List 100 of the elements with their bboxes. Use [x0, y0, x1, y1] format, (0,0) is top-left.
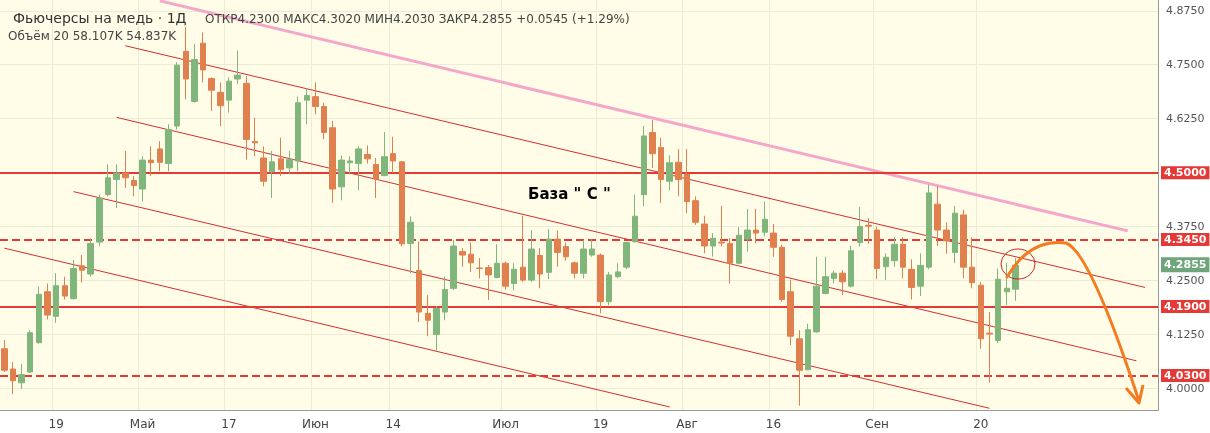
candlestick — [952, 205, 958, 264]
candlestick — [684, 148, 690, 214]
candlestick — [839, 269, 846, 296]
candlestick — [122, 150, 129, 189]
candlestick — [79, 254, 85, 284]
candlestick — [96, 194, 103, 247]
candlestick — [753, 208, 759, 244]
candlestick — [666, 154, 673, 191]
x-tick-label: 19 — [48, 417, 64, 431]
candlestick — [416, 241, 422, 323]
candlestick — [813, 256, 820, 334]
candlestick — [433, 305, 440, 351]
candlestick — [865, 217, 872, 245]
candlestick — [494, 243, 500, 279]
y-tick-label: 4.8750 — [1166, 4, 1205, 18]
candlestick — [710, 232, 716, 258]
candlestick — [468, 242, 474, 273]
candlestick — [338, 154, 345, 201]
candlestick — [62, 276, 68, 301]
candlestick — [736, 226, 742, 265]
candlestick — [321, 102, 327, 140]
candlestick — [546, 228, 552, 280]
candlestick — [234, 49, 241, 85]
candlestick — [113, 163, 120, 209]
candlestick — [442, 276, 448, 321]
candlestick — [44, 283, 51, 320]
candlestick — [459, 247, 466, 268]
candlestick — [805, 323, 811, 371]
candlestick — [822, 256, 829, 295]
candlestick — [520, 215, 526, 283]
candlestick — [727, 237, 733, 285]
x-tick-label: 19 — [592, 417, 609, 431]
candlestick — [597, 252, 604, 314]
y-tick-label: 4.3750 — [1166, 220, 1205, 234]
candlestick — [191, 43, 198, 104]
candlestick — [770, 223, 777, 258]
candlestick — [53, 272, 59, 324]
candlestick — [165, 123, 172, 172]
x-tick-label: Май — [129, 417, 156, 431]
x-tick-label: Июл — [492, 417, 519, 431]
candlestick — [278, 137, 284, 177]
candlestick — [373, 157, 379, 199]
candlestick — [148, 145, 154, 177]
candlestick — [217, 81, 224, 127]
candlestick — [675, 148, 682, 197]
candlestick — [917, 252, 924, 297]
candlestick — [883, 252, 889, 281]
candlestick — [978, 281, 984, 350]
candlestick — [969, 236, 975, 289]
candlestick — [312, 81, 319, 115]
x-tick-label: 20 — [973, 417, 989, 431]
candlestick — [502, 261, 509, 291]
candlestick — [900, 236, 906, 279]
candlestick — [131, 175, 137, 197]
candlestick — [347, 155, 353, 175]
candlestick — [450, 239, 457, 291]
candlestick — [960, 209, 967, 279]
candlestick — [511, 262, 517, 291]
candlestick — [615, 262, 621, 279]
text: ОТКР4.2300 МАКС4.3020 МИН4.2030 ЗАКР4.2855 +0.0545 (+1.29%) — [205, 12, 630, 26]
candlestick — [174, 61, 180, 130]
candlestick — [1004, 262, 1010, 306]
candlestick — [658, 137, 664, 204]
candlestick — [381, 131, 388, 177]
candlestick — [425, 294, 431, 337]
x-tick-label: 16 — [765, 417, 782, 431]
y-tick-label: 4.7500 — [1166, 58, 1205, 72]
candlestick — [779, 244, 785, 303]
candlestick — [874, 226, 880, 280]
candlestick — [286, 150, 293, 175]
candlestick — [27, 329, 33, 374]
candlestick — [632, 194, 638, 244]
candlestick — [139, 155, 146, 203]
candlestick — [986, 311, 993, 383]
candlestick — [260, 145, 267, 187]
candlestick — [485, 264, 492, 301]
candlestick — [226, 76, 232, 114]
candlestick — [692, 195, 699, 226]
candlestick — [787, 279, 794, 346]
candlestick — [355, 145, 362, 191]
candlestick — [105, 163, 111, 197]
x-tick-label: Авг — [676, 417, 698, 431]
candlestick — [589, 238, 595, 258]
candlestick — [831, 270, 837, 285]
candlestick — [87, 237, 94, 278]
y-tick-label: 4.1250 — [1166, 327, 1205, 341]
candlestick — [718, 205, 725, 247]
candlestick — [580, 239, 587, 279]
ref-line-label: 4.3450 — [1164, 233, 1207, 247]
text: Фьючерсы на медь · 1Д — [13, 10, 187, 26]
y-tick-label: 4.0000 — [1166, 381, 1205, 395]
candlestick — [908, 258, 915, 301]
candlestick — [891, 236, 898, 268]
candlestick — [528, 229, 535, 283]
y-tick-label: 4.2500 — [1166, 274, 1205, 288]
candlestick — [995, 267, 1001, 344]
candlestick — [857, 206, 863, 247]
candlestick — [1, 339, 8, 373]
candlestick — [157, 140, 163, 172]
ref-line-label: 4.5000 — [1164, 166, 1207, 180]
